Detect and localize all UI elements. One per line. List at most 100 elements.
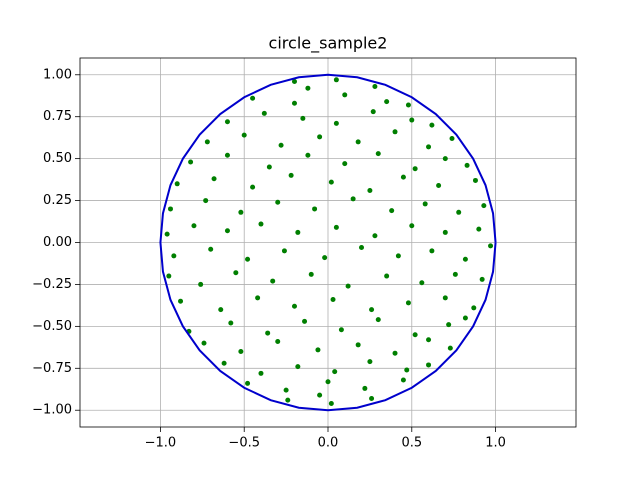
scatter-point [288, 172, 294, 178]
scatter-point [241, 132, 247, 138]
scatter-point [392, 129, 398, 135]
scatter-point [317, 392, 323, 398]
plot-frame [79, 57, 577, 428]
scatter-point [332, 369, 338, 375]
scatter-point [295, 364, 301, 370]
scatter-point [404, 367, 410, 373]
scatter-point [395, 253, 401, 259]
scatter-point [166, 273, 172, 279]
scatter-point [233, 270, 239, 276]
scatter-point [328, 401, 334, 407]
y-tick-label: −0.25 [32, 277, 72, 292]
scatter-point [302, 318, 308, 324]
scatter-point [164, 231, 170, 237]
scatter-point [426, 337, 432, 343]
scatter-point [369, 395, 375, 401]
scatter-point [174, 181, 180, 187]
scatter-point [472, 177, 478, 183]
scatter-point [367, 188, 373, 194]
scatter-point [476, 226, 482, 232]
line [159, 73, 497, 412]
scatter-point [359, 245, 365, 251]
scatter-point [370, 109, 376, 115]
scatter-point [452, 271, 458, 277]
scatter-point [389, 208, 395, 214]
scatter-point [464, 162, 470, 168]
scatter-point [250, 184, 256, 190]
scatter-point [224, 152, 230, 158]
scatter-point [317, 134, 323, 140]
scatter-point [270, 278, 276, 284]
scatter-point [245, 256, 251, 262]
y-tick-label: −1.00 [32, 403, 72, 418]
scatter-point [419, 280, 425, 286]
scatter-point [218, 307, 224, 313]
scatter-point [322, 255, 328, 261]
y-tick-label: 0.50 [43, 151, 72, 166]
scatter-point [305, 85, 311, 91]
scatter-point [291, 303, 297, 309]
scatter-point [375, 151, 381, 157]
y-tick-label: −0.75 [32, 361, 72, 376]
scatter-point [275, 338, 281, 344]
scatter-point [375, 317, 381, 323]
scatter-point [426, 144, 432, 150]
scatter-point [405, 102, 411, 108]
scatter-point [405, 300, 411, 306]
y-tick-label: −0.50 [32, 319, 72, 334]
x-tick-label: 1.0 [485, 436, 506, 451]
scatter-point [384, 99, 390, 105]
scatter-point [167, 206, 173, 212]
scatter-point [384, 273, 390, 279]
chart-title: circle_sample2 [269, 34, 388, 54]
scatter-point [436, 182, 442, 188]
scatter-point [281, 248, 287, 254]
scatter-point [300, 115, 306, 121]
y-tick-label: 0.25 [43, 193, 72, 208]
scatter-point [481, 203, 487, 209]
scatter-point [333, 77, 339, 83]
scatter-point [245, 380, 251, 386]
y-tick-label: 1.00 [43, 67, 72, 82]
scatter-point [178, 298, 184, 304]
scatter-point [456, 209, 462, 215]
scatter-point [479, 276, 485, 282]
scatter-point [261, 110, 267, 116]
scatter-point [442, 229, 448, 235]
scatter-point [228, 320, 234, 326]
scatter-point [367, 359, 373, 365]
scatter-point [345, 283, 351, 289]
scatter-point [392, 350, 398, 356]
scatter-point [422, 201, 428, 207]
scatter-point [238, 209, 244, 215]
scatter-point [355, 342, 361, 348]
scatter-point [372, 84, 378, 90]
scatter-point [201, 340, 207, 346]
scatter-point [238, 349, 244, 355]
scatter-point [409, 117, 415, 123]
scatter-point [412, 332, 418, 338]
scatter-point [308, 271, 314, 277]
scatter-point [342, 161, 348, 167]
scatter-point [295, 229, 301, 235]
scatter-point [171, 253, 177, 259]
scatter-point [283, 387, 289, 393]
scatter-point [291, 100, 297, 106]
scatter-point [350, 196, 356, 202]
scatter-point [429, 248, 435, 254]
scatter-point [258, 370, 264, 376]
scatter-point [462, 256, 468, 262]
scatter-point [462, 315, 468, 321]
scatter-point [224, 228, 230, 234]
scatter-point [412, 166, 418, 172]
scatter-point [330, 297, 336, 303]
scatter-point [488, 243, 494, 249]
scatter-point [333, 120, 339, 126]
x-tick-label: 0.5 [401, 436, 422, 451]
scatter-point [429, 122, 435, 128]
scatter-point [191, 223, 197, 229]
scatter-point [312, 206, 318, 212]
scatter-point [400, 174, 406, 180]
